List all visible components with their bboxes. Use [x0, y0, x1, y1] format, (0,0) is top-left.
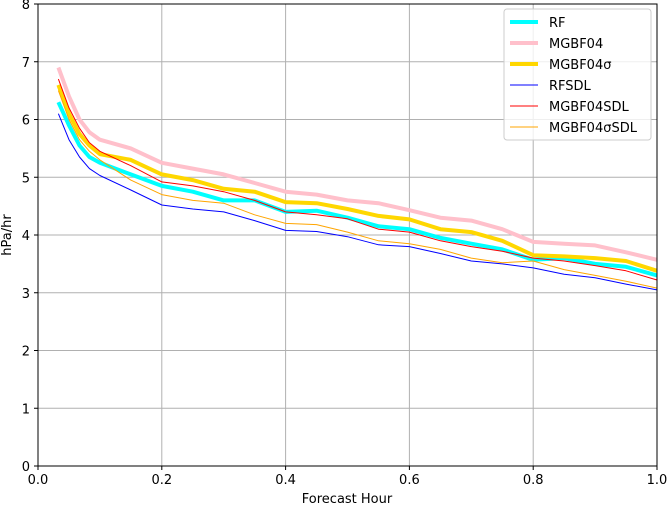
legend-label: MGBF04σSDL	[549, 121, 638, 136]
series-lines	[56, 66, 658, 291]
y-tick-label: 3	[22, 287, 30, 302]
y-tick-label: 6	[22, 114, 30, 129]
legend-label: RFSDL	[549, 79, 592, 94]
y-tick-label: 2	[22, 345, 30, 360]
legend-box	[503, 8, 652, 141]
y-axis-label: hPa/hr	[0, 214, 15, 256]
series-line-rfsdl	[57, 113, 658, 291]
y-tick-label: 0	[22, 460, 30, 475]
legend-label: RF	[549, 16, 566, 31]
y-tick-label: 4	[22, 229, 30, 244]
y-tick-label: 7	[22, 56, 30, 71]
legend-label: MGBF04	[549, 37, 603, 52]
x-tick-label: 0.0	[28, 473, 49, 488]
y-tick-label: 8	[22, 0, 30, 13]
x-tick-label: 1.0	[647, 473, 668, 488]
axis-ticks: 0.0 0.2 0.4 0.6 0.8 1.0 0 1 2 3 4 5 6 7 8	[22, 0, 668, 488]
legend-label: MGBF04σ	[549, 58, 611, 73]
series-line-mgbf04sdl	[57, 78, 658, 281]
x-axis-label: Forecast Hour	[302, 492, 393, 507]
series-line-mgbf04sigma	[56, 84, 658, 273]
legend-label: MGBF04SDL	[549, 100, 629, 115]
series-line-mgbf04	[56, 66, 658, 262]
y-tick-label: 5	[22, 171, 30, 186]
series-line-mgbf04sigmasdl	[57, 90, 658, 289]
x-tick-label: 0.8	[523, 473, 544, 488]
y-tick-label: 1	[22, 402, 30, 417]
x-tick-label: 0.2	[151, 473, 172, 488]
x-tick-label: 0.4	[275, 473, 296, 488]
x-tick-label: 0.6	[399, 473, 420, 488]
legend: RF MGBF04 MGBF04σ RFSDL MGBF04SDL MGBF04σSDL	[503, 8, 652, 141]
